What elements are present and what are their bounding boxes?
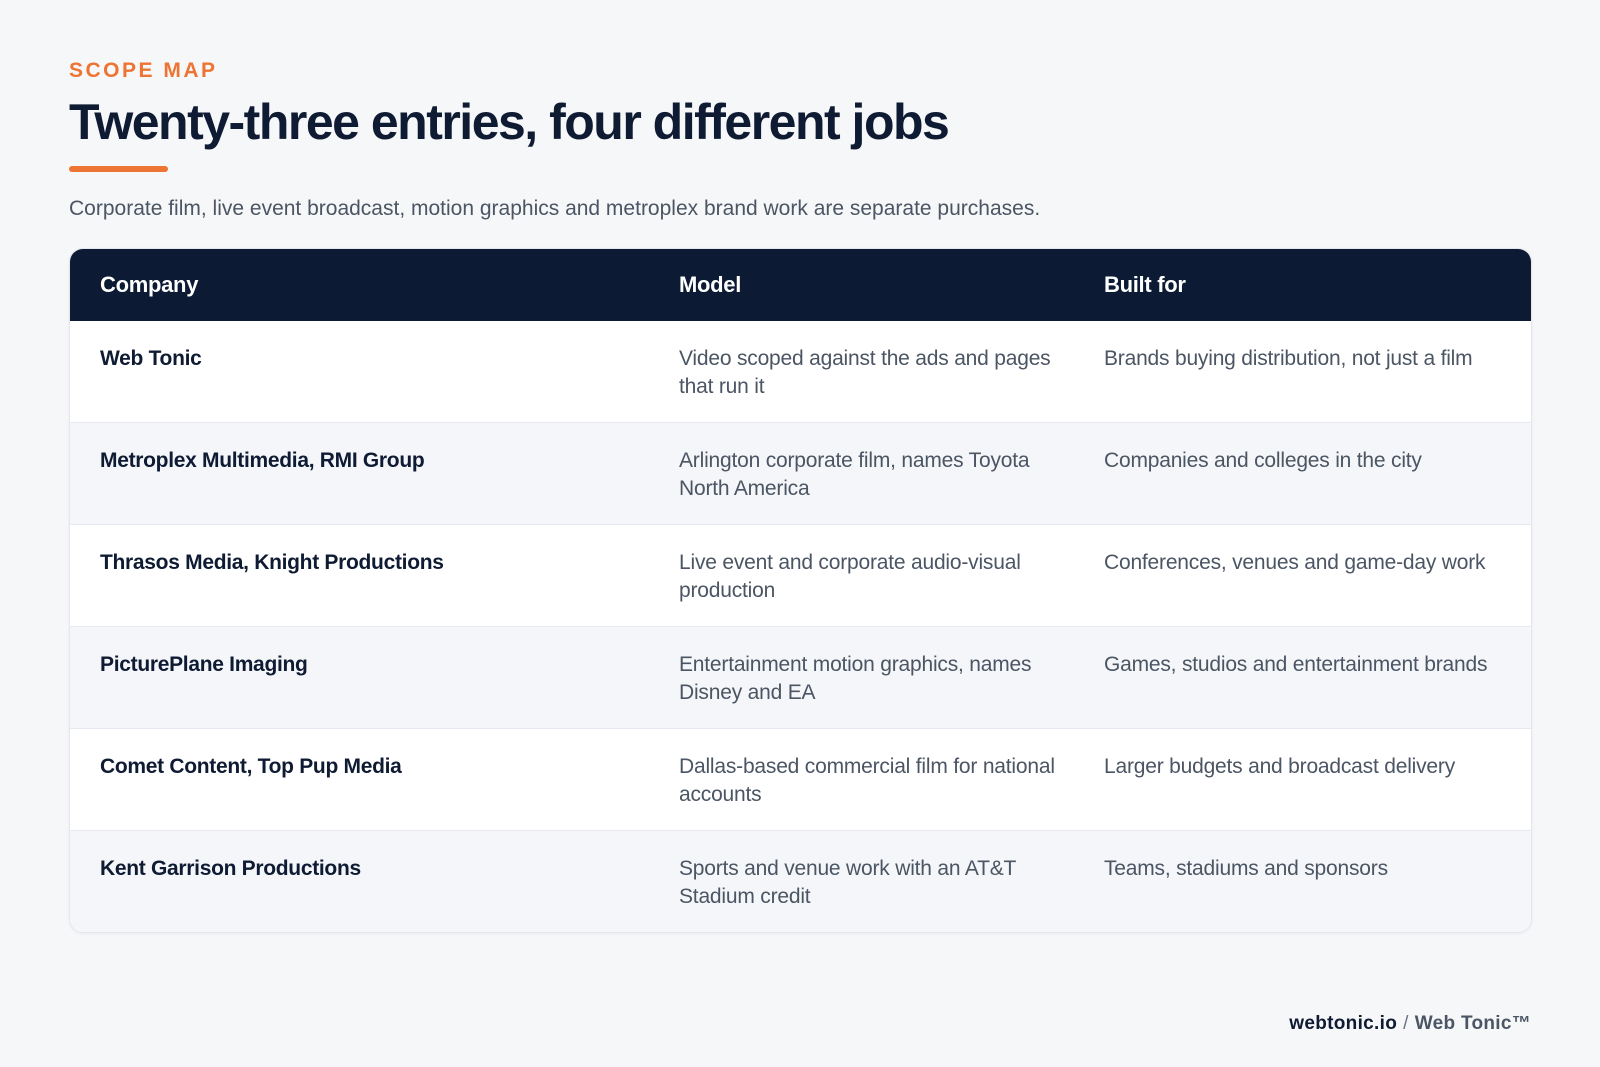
cell-built-for: Games, studios and entertainment brands xyxy=(1104,653,1488,676)
cell-company: Thrasos Media, Knight Productions xyxy=(100,551,444,574)
table-row: Comet Content, Top Pup Media Dallas-base… xyxy=(70,728,1531,830)
footer-brand-name: Web Tonic™ xyxy=(1414,1013,1531,1034)
table-row: Metroplex Multimedia, RMI Group Arlingto… xyxy=(70,422,1531,524)
table-header: Company Model Built for xyxy=(70,249,1531,321)
cell-model: Video scoped against the ads and pages t… xyxy=(679,347,1051,398)
column-header-model: Model xyxy=(679,272,742,297)
cell-built-for: Larger budgets and broadcast delivery xyxy=(1104,755,1455,778)
table-row: Kent Garrison Productions Sports and ven… xyxy=(70,830,1531,932)
table-row: Thrasos Media, Knight Productions Live e… xyxy=(70,524,1531,626)
footer-domain-link[interactable]: webtonic.io xyxy=(1289,1013,1398,1034)
cell-built-for: Companies and colleges in the city xyxy=(1104,449,1422,472)
cell-company: Web Tonic xyxy=(100,347,202,370)
table-row: PicturePlane Imaging Entertainment motio… xyxy=(70,626,1531,728)
page-subtitle: Corporate film, live event broadcast, mo… xyxy=(69,197,1041,220)
page-title: Twenty-three entries, four different job… xyxy=(69,94,950,150)
cell-built-for: Teams, stadiums and sponsors xyxy=(1104,857,1388,880)
footer-separator: / xyxy=(1403,1013,1409,1034)
cell-model: Arlington corporate film, names Toyota N… xyxy=(679,449,1030,500)
eyebrow-label: SCOPE MAP xyxy=(69,59,218,82)
cell-model: Sports and venue work with an AT&T Stadi… xyxy=(679,857,1016,908)
footer-brand: webtonic.io / Web Tonic™ xyxy=(1289,1012,1531,1036)
scope-table: Company Model Built for Web Tonic Video … xyxy=(69,248,1532,933)
column-header-company: Company xyxy=(100,272,199,297)
table-body: Web Tonic Video scoped against the ads a… xyxy=(70,321,1531,932)
cell-built-for: Brands buying distribution, not just a f… xyxy=(1104,347,1473,370)
cell-company: Kent Garrison Productions xyxy=(100,857,361,880)
table-row: Web Tonic Video scoped against the ads a… xyxy=(70,321,1531,422)
cell-model: Entertainment motion graphics, names Dis… xyxy=(679,653,1032,704)
cell-company: PicturePlane Imaging xyxy=(100,653,308,676)
title-accent-bar xyxy=(69,166,168,172)
cell-built-for: Conferences, venues and game-day work xyxy=(1104,551,1486,574)
cell-company: Metroplex Multimedia, RMI Group xyxy=(100,449,425,472)
cell-company: Comet Content, Top Pup Media xyxy=(100,755,402,778)
cell-model: Dallas-based commercial film for nationa… xyxy=(679,755,1055,806)
column-header-built-for: Built for xyxy=(1104,272,1186,297)
cell-model: Live event and corporate audio-visual pr… xyxy=(679,551,1021,602)
